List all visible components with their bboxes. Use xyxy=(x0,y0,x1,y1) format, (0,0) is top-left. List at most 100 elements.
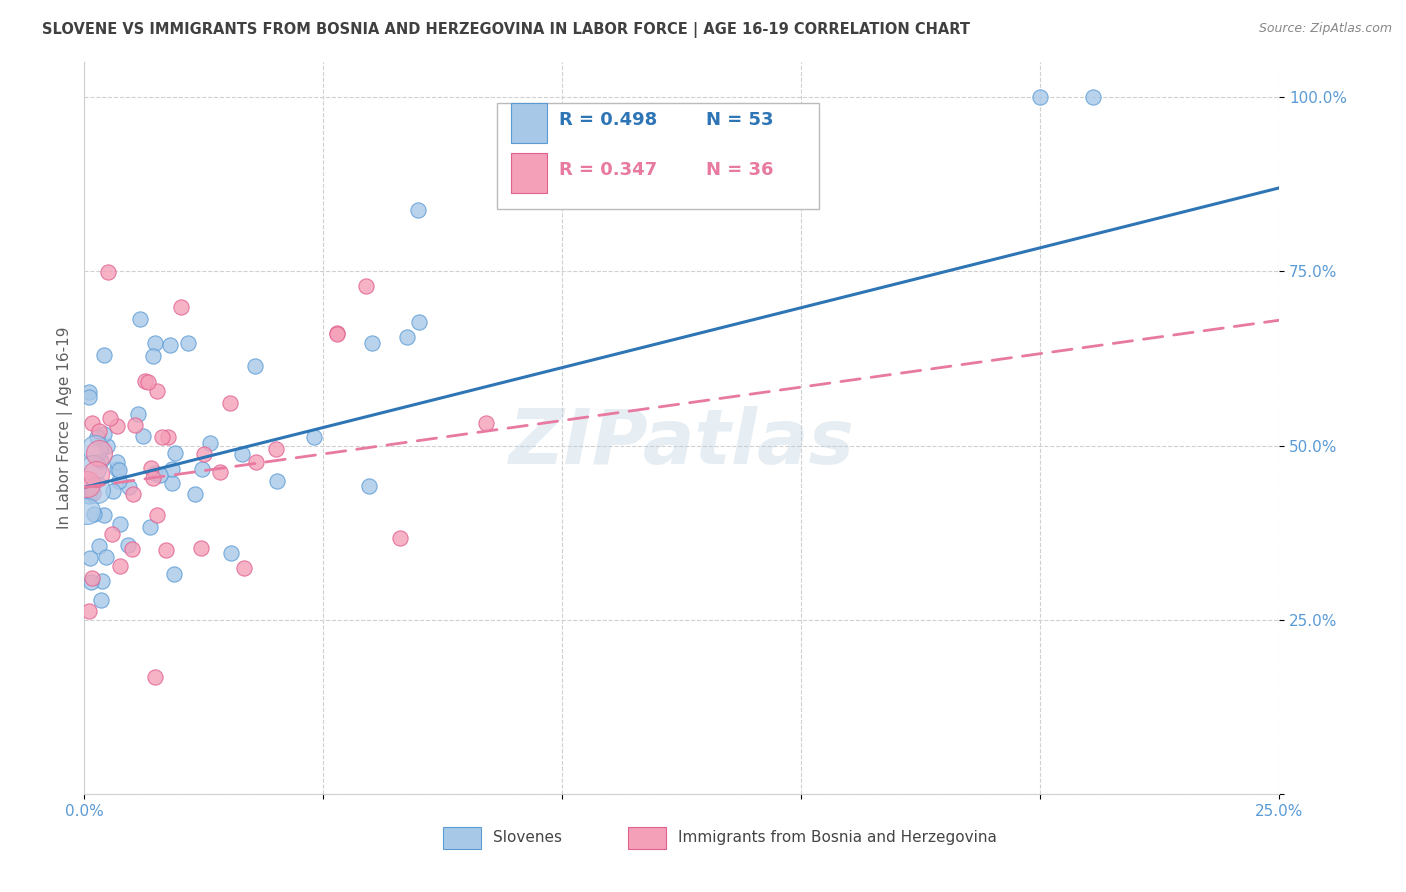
Point xyxy=(83,507,105,521)
Point xyxy=(325,326,347,341)
Point xyxy=(80,575,103,590)
Point xyxy=(1081,90,1104,104)
Bar xyxy=(510,103,547,144)
Point xyxy=(77,390,100,404)
Point xyxy=(170,300,193,314)
Point xyxy=(121,541,143,556)
Text: ZIPatlas: ZIPatlas xyxy=(509,406,855,480)
Point xyxy=(191,462,214,476)
Point xyxy=(90,593,112,607)
Point xyxy=(118,480,141,494)
Point xyxy=(1029,90,1052,104)
Text: Source: ZipAtlas.com: Source: ZipAtlas.com xyxy=(1258,22,1392,36)
Point xyxy=(232,561,254,575)
Point xyxy=(354,279,377,293)
Point xyxy=(388,531,411,545)
Point xyxy=(219,395,242,409)
Point xyxy=(160,476,183,491)
Point xyxy=(105,455,128,469)
Point xyxy=(84,467,107,481)
Point xyxy=(101,527,124,541)
Point xyxy=(149,467,172,482)
Point xyxy=(86,483,108,498)
Point xyxy=(155,542,177,557)
Point xyxy=(163,446,186,460)
Point xyxy=(142,470,165,484)
Point xyxy=(143,670,166,684)
Point xyxy=(245,455,267,469)
Point xyxy=(156,430,179,444)
Point xyxy=(96,439,118,453)
Point xyxy=(91,574,114,588)
Text: SLOVENE VS IMMIGRANTS FROM BOSNIA AND HERZEGOVINA IN LABOR FORCE | AGE 16-19 COR: SLOVENE VS IMMIGRANTS FROM BOSNIA AND HE… xyxy=(42,22,970,38)
Point xyxy=(93,348,115,362)
Point xyxy=(77,385,100,400)
Text: R = 0.347: R = 0.347 xyxy=(558,161,657,178)
Point xyxy=(146,508,169,523)
Point xyxy=(79,550,101,565)
Point xyxy=(326,326,349,340)
Bar xyxy=(628,827,666,849)
Text: R = 0.498: R = 0.498 xyxy=(558,111,657,128)
FancyBboxPatch shape xyxy=(496,103,820,209)
Point xyxy=(122,487,145,501)
Point xyxy=(108,516,131,531)
Point xyxy=(77,603,100,617)
Point xyxy=(264,442,287,456)
Point xyxy=(183,487,205,501)
Point xyxy=(136,375,159,389)
Bar xyxy=(443,827,481,849)
Point xyxy=(80,416,103,430)
Point xyxy=(408,316,430,330)
Point xyxy=(160,462,183,476)
Text: N = 53: N = 53 xyxy=(706,111,773,128)
Point xyxy=(131,429,153,443)
Point xyxy=(76,476,98,491)
Point xyxy=(108,559,131,574)
Point xyxy=(105,462,128,476)
Point xyxy=(86,430,108,444)
Point xyxy=(108,474,131,488)
Point xyxy=(193,447,215,461)
Point xyxy=(82,461,104,475)
Point xyxy=(87,446,110,460)
Point xyxy=(146,384,169,399)
Point xyxy=(97,265,120,279)
Point xyxy=(142,350,165,364)
Point xyxy=(134,374,156,388)
Point xyxy=(77,489,100,503)
Point xyxy=(145,336,167,351)
Point xyxy=(105,419,128,434)
Point xyxy=(108,463,131,477)
Point xyxy=(82,486,104,500)
Point xyxy=(266,474,288,488)
Point xyxy=(190,541,212,555)
Point xyxy=(231,446,253,460)
Point xyxy=(94,549,117,564)
Bar xyxy=(510,153,547,194)
Point xyxy=(177,335,200,350)
Point xyxy=(150,429,173,443)
Point xyxy=(83,441,105,455)
Point xyxy=(101,484,124,499)
Point xyxy=(302,430,325,444)
Point xyxy=(139,461,162,475)
Point xyxy=(93,427,115,442)
Point xyxy=(208,465,231,479)
Point xyxy=(357,479,380,493)
Point xyxy=(117,538,139,552)
Point xyxy=(163,566,186,581)
Point xyxy=(87,540,110,554)
Point xyxy=(82,570,104,584)
Text: Immigrants from Bosnia and Herzegovina: Immigrants from Bosnia and Herzegovina xyxy=(678,830,997,846)
Text: N = 36: N = 36 xyxy=(706,161,773,178)
Point xyxy=(76,504,98,518)
Point xyxy=(93,508,115,523)
Point xyxy=(128,311,150,326)
Point xyxy=(90,454,112,468)
Point xyxy=(200,436,222,450)
Point xyxy=(408,202,430,217)
Y-axis label: In Labor Force | Age 16-19: In Labor Force | Age 16-19 xyxy=(58,326,73,530)
Point xyxy=(124,417,146,432)
Point xyxy=(243,359,266,374)
